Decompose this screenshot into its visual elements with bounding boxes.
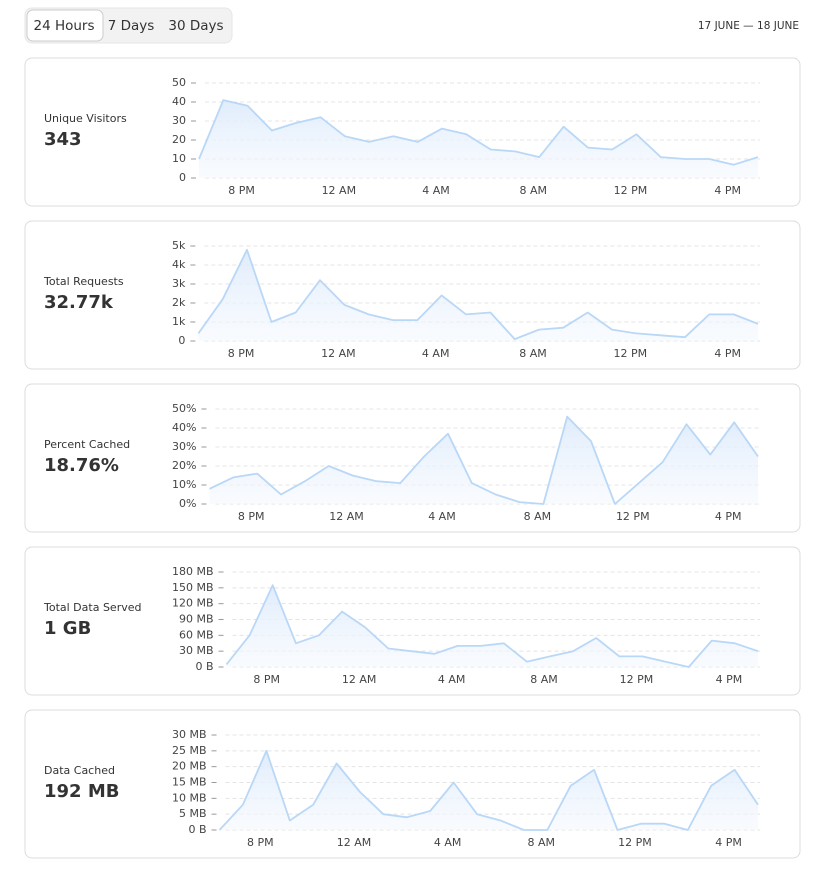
metric-title: Unique Visitors (44, 112, 127, 125)
x-tick-label: 12 PM (618, 836, 652, 849)
y-tick-label: 60 MB (179, 628, 214, 641)
x-tick-label: 12 AM (321, 347, 356, 360)
area-fill (199, 100, 758, 178)
y-tick-label: 40 (172, 95, 186, 108)
x-tick-label: 8 AM (519, 347, 547, 360)
metric-title: Total Requests (43, 275, 124, 288)
y-tick-label: 20 MB (172, 760, 207, 773)
y-tick-label: 10 MB (172, 791, 207, 804)
y-tick-label: 20 (172, 133, 186, 146)
y-tick-label: 0 B (195, 660, 213, 673)
x-tick-label: 8 AM (524, 510, 552, 523)
tab[interactable]: 24 Hours (33, 18, 94, 34)
y-tick-label: 1k (172, 315, 186, 328)
line (198, 99, 759, 166)
x-tick-label: 8 PM (253, 673, 280, 686)
x-tick-label: 12 AM (329, 510, 364, 523)
y-tick-label: 90 MB (179, 613, 214, 626)
y-tick-label: 2k (172, 296, 186, 309)
x-tick-label: 4 PM (716, 673, 743, 686)
y-tick-label: 50 (172, 76, 186, 89)
metric-value: 32.77k (44, 292, 114, 313)
y-tick-label: 5k (172, 239, 186, 252)
y-tick-label: 30 (172, 114, 186, 127)
y-tick-label: 30% (172, 440, 196, 453)
metric-value: 343 (44, 129, 82, 150)
line (197, 248, 759, 340)
area-fill (219, 750, 758, 830)
y-tick-label: 0 B (188, 823, 206, 836)
y-tick-label: 10 (172, 152, 186, 165)
card (24, 220, 801, 370)
y-tick-label: 180 MB (172, 565, 214, 578)
metric-title: Data Cached (44, 764, 115, 777)
x-tick-label: 4 PM (714, 184, 741, 197)
x-tick-label: 12 PM (614, 347, 648, 360)
y-tick-label: 0 (179, 171, 186, 184)
line (218, 749, 759, 831)
x-tick-label: 4 PM (715, 510, 742, 523)
y-tick-label: 3k (172, 277, 186, 290)
area-fill (198, 249, 758, 341)
y-tick-label: 5 MB (179, 807, 207, 820)
y-tick-label: 10% (172, 478, 196, 491)
x-tick-label: 8 AM (528, 836, 556, 849)
x-tick-label: 4 AM (422, 347, 450, 360)
y-tick-label: 20% (172, 459, 196, 472)
x-tick-label: 4 AM (438, 673, 466, 686)
x-tick-label: 12 PM (616, 510, 650, 523)
tab-selected-bg (26, 9, 104, 42)
x-tick-label: 4 PM (715, 836, 742, 849)
metric-value: 18.76% (44, 455, 119, 476)
tab[interactable]: 30 Days (168, 18, 223, 34)
metric-value: 192 MB (44, 781, 119, 802)
y-tick-label: 150 MB (172, 581, 214, 594)
y-tick-label: 30 MB (172, 728, 207, 741)
x-tick-label: 12 AM (337, 836, 372, 849)
x-tick-label: 8 PM (228, 347, 255, 360)
y-tick-label: 30 MB (179, 644, 214, 657)
metric-title: Percent Cached (44, 438, 130, 451)
x-tick-label: 8 AM (520, 184, 548, 197)
x-tick-label: 12 AM (322, 184, 357, 197)
x-tick-label: 12 AM (342, 673, 377, 686)
metric-value: 1 GB (44, 618, 91, 639)
y-tick-label: 0 (178, 334, 185, 347)
card (24, 709, 801, 859)
tab[interactable]: 7 Days (108, 18, 155, 34)
y-tick-label: 25 MB (172, 744, 207, 757)
y-tick-label: 40% (172, 421, 196, 434)
x-tick-label: 4 AM (428, 510, 456, 523)
y-tick-label: 50% (172, 402, 196, 415)
x-tick-label: 4 AM (434, 836, 462, 849)
date-range: 17 JUNE — 18 JUNE (698, 20, 799, 32)
card (24, 546, 801, 696)
area-fill (226, 585, 758, 667)
x-tick-label: 12 PM (614, 184, 648, 197)
x-tick-label: 8 PM (247, 836, 274, 849)
x-tick-label: 4 AM (422, 184, 450, 197)
y-tick-label: 120 MB (172, 597, 214, 610)
metric-title: Total Data Served (43, 601, 141, 614)
x-tick-label: 12 PM (620, 673, 654, 686)
area-fill (209, 416, 758, 504)
x-tick-label: 4 PM (714, 347, 741, 360)
x-tick-label: 8 AM (530, 673, 558, 686)
y-tick-label: 0% (179, 497, 196, 510)
x-tick-label: 8 PM (238, 510, 265, 523)
x-tick-label: 8 PM (228, 184, 255, 197)
y-tick-label: 15 MB (172, 776, 207, 789)
line (209, 415, 759, 505)
y-tick-label: 4k (172, 258, 186, 271)
card (24, 57, 801, 207)
line (225, 584, 759, 668)
